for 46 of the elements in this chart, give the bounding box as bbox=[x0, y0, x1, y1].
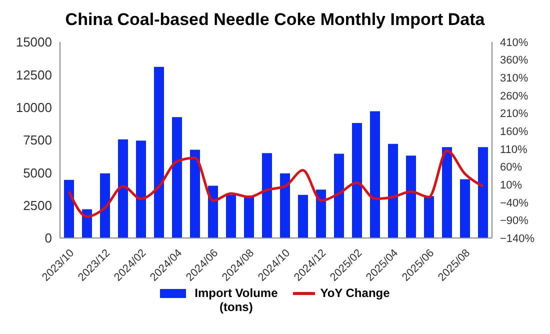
bar bbox=[262, 153, 272, 238]
y2-tick-label: 110% bbox=[500, 144, 528, 156]
y2-tick-label: 10% bbox=[500, 179, 522, 192]
line-series bbox=[68, 149, 484, 218]
y-tick-label: 5000 bbox=[23, 165, 52, 180]
y-tick-label: 15000 bbox=[16, 34, 52, 50]
bar bbox=[406, 156, 416, 238]
legend-label: Import Volume (tons) bbox=[194, 286, 279, 314]
y2-tick-label: 260% bbox=[500, 90, 528, 102]
y-tick-label: 7500 bbox=[23, 132, 52, 148]
legend-label: YoY Change bbox=[320, 286, 390, 300]
bar bbox=[334, 154, 344, 238]
bar bbox=[244, 196, 254, 238]
bar bbox=[478, 147, 488, 238]
y2-tick-label: 410% bbox=[500, 36, 528, 49]
bar bbox=[280, 173, 290, 238]
y-tick-label: 2500 bbox=[23, 198, 52, 213]
y2-tick-label: −90% bbox=[500, 215, 529, 228]
bar bbox=[118, 139, 128, 238]
y2-tick-label: 160% bbox=[500, 126, 528, 138]
y-tick-label: 12500 bbox=[16, 67, 52, 82]
bar bbox=[388, 144, 398, 238]
bar bbox=[172, 117, 182, 238]
y-tick-label: 10000 bbox=[16, 100, 52, 115]
y2-tick-label: 310% bbox=[500, 72, 528, 85]
bar bbox=[136, 140, 146, 238]
bar bbox=[370, 111, 380, 238]
bar bbox=[352, 123, 362, 238]
y-tick-label: 0 bbox=[44, 230, 52, 246]
bar bbox=[226, 194, 236, 238]
y2-tick-label: −40% bbox=[500, 197, 529, 210]
y2-tick-label: −140% bbox=[500, 232, 535, 245]
y2-tick-label: 360% bbox=[500, 54, 528, 67]
bar bbox=[100, 173, 110, 238]
bar bbox=[424, 196, 434, 238]
bar bbox=[298, 194, 308, 238]
bar bbox=[442, 147, 452, 238]
chart-title: China Coal-based Needle Coke Monthly Import Data bbox=[64, 9, 486, 31]
bar bbox=[64, 180, 74, 238]
bar bbox=[190, 150, 200, 238]
y2-tick-label: 210% bbox=[500, 108, 528, 120]
y2-tick-label: 60% bbox=[500, 162, 522, 174]
bar bbox=[316, 190, 326, 238]
bar bbox=[208, 186, 218, 238]
bar bbox=[154, 66, 164, 238]
bar bbox=[460, 179, 470, 238]
